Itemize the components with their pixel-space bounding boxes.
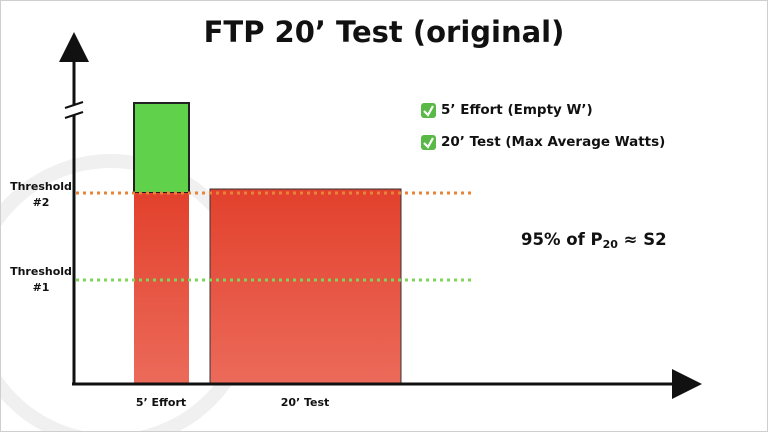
threshold-label: Threshold #1 (10, 265, 72, 294)
axis-break (64, 101, 84, 109)
threshold-label: Threshold #2 (10, 180, 72, 209)
bar-top (133, 102, 190, 194)
formula: 95% of P20 ≈ S2 (521, 230, 667, 251)
bar-label: 5’ Effort (135, 396, 187, 409)
bar (209, 188, 402, 385)
check-icon (421, 103, 436, 118)
formula-text: ≈ S2 (617, 230, 667, 249)
bar (134, 193, 189, 384)
check-icon (421, 135, 436, 150)
axis-break (64, 111, 84, 119)
checklist-item: 5’ Effort (Empty W’) (441, 102, 593, 118)
formula-text: 95% of P (521, 230, 603, 249)
checklist-item: 20’ Test (Max Average Watts) (441, 134, 666, 150)
title: FTP 20’ Test (original) (203, 15, 565, 49)
bar-label: 20’ Test (280, 396, 330, 409)
formula-subscript: 20 (602, 238, 618, 251)
axis-break-gap (65, 105, 83, 115)
